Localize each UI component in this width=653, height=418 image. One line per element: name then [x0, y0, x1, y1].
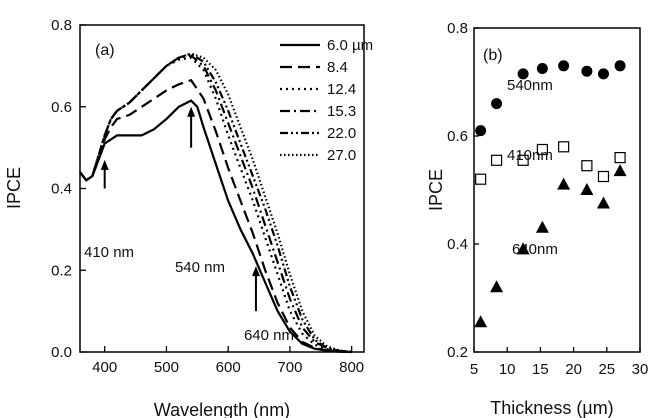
- panel-a-y-axis-title: IPCE: [4, 167, 24, 209]
- panel-b-chart: 5 10 15 20 25 300.20.40.60.8 540nm410nm640nm …: [426, 20, 648, 418]
- series-label-410nm: 410nm: [507, 147, 553, 164]
- panel-b-x-axis-title: Thickness (µm): [490, 398, 613, 418]
- y-tick-label: 0.6: [447, 128, 468, 145]
- data-point-540nm: [491, 98, 503, 110]
- data-point-410nm: [558, 141, 570, 153]
- panel-a-legend: 6.0 µm 8.4 12.4 15.3 22.0 27.0: [280, 37, 373, 164]
- annotation-arrow-head: [251, 266, 260, 277]
- x-tick-label: 15: [532, 361, 549, 378]
- data-point-410nm: [490, 154, 503, 166]
- legend-label-22-0: 22.0: [327, 125, 356, 142]
- data-point-640nm: [596, 196, 610, 209]
- y-tick-label: 0.8: [447, 20, 468, 37]
- data-point-410nm: [475, 173, 487, 185]
- data-point-540nm: [614, 60, 626, 72]
- data-point-540nm: [536, 63, 548, 74]
- x-tick-label: 400: [92, 359, 117, 376]
- data-point-540nm: [581, 65, 593, 77]
- x-tick-label: 700: [277, 359, 302, 376]
- x-tick-label: 20: [565, 361, 582, 378]
- panel-b-points: [474, 60, 627, 328]
- y-tick-label: 0.2: [51, 262, 72, 279]
- annotation-arrow-head: [100, 159, 109, 170]
- series-label-640nm: 640nm: [512, 241, 558, 258]
- data-point-540nm: [475, 125, 487, 137]
- legend-label-6-0-m: 6.0 µm: [327, 37, 373, 54]
- series-line-15-3: [79, 54, 352, 354]
- data-point-640nm: [535, 220, 549, 233]
- data-point-410nm: [581, 160, 593, 172]
- x-tick-label: 500: [154, 359, 179, 376]
- y-tick-label: 0.8: [51, 17, 72, 34]
- y-tick-label: 0.2: [447, 344, 468, 361]
- data-point-540nm: [558, 60, 570, 72]
- data-point-540nm: [517, 68, 529, 80]
- legend-label-8-4: 8.4: [327, 59, 348, 76]
- panel-a-x-axis-title: Wavelength (nm): [154, 400, 290, 418]
- x-tick-label: 25: [598, 361, 615, 378]
- x-tick-label: 30: [632, 361, 649, 378]
- data-point-640nm: [516, 242, 530, 255]
- data-point-410nm: [597, 170, 610, 183]
- x-tick-label: 5: [470, 361, 478, 378]
- data-point-410nm: [614, 152, 626, 164]
- series-line-27-0: [79, 52, 352, 354]
- data-point-640nm: [613, 164, 627, 177]
- panel-b-ticks: 5 10 15 20 25 30 0.2 0.4 0.6 0.8: [447, 20, 648, 378]
- annotation-arrow-head: [187, 106, 196, 117]
- series-line-6-0-m: [79, 99, 352, 354]
- panel-a-chart: 400 500 600 700 800 0.0 0.2 0.4 0.6 0.8 6.0 µm 8.4…: [4, 17, 373, 418]
- series-line-12-4: [79, 56, 352, 354]
- legend-label-12-4: 12.4: [327, 81, 356, 98]
- panel-a-frame: [79, 24, 365, 353]
- annotation-label-540-nm: 540 nm: [175, 259, 225, 276]
- data-point-640nm: [490, 280, 504, 293]
- panel-a-annotations: 410 nm 540 nm 640 nm: [84, 106, 294, 344]
- y-tick-label: 0.6: [51, 99, 72, 116]
- x-tick-label: 600: [216, 359, 241, 376]
- x-tick-label: 10: [499, 361, 516, 378]
- legend-label-27-0: 27.0: [327, 147, 356, 164]
- y-tick-label: 0.0: [51, 344, 72, 361]
- panel-a-ticks: 400 500 600 700 800 0.0 0.2 0.4 0.6 0.8: [51, 17, 364, 376]
- series-label-540nm: 540nm: [507, 77, 553, 94]
- annotation-label-640-nm: 640 nm: [244, 327, 294, 344]
- y-tick-label: 0.4: [51, 181, 72, 198]
- panel-b-label: (b): [483, 47, 503, 64]
- annotation-label-410-nm: 410 nm: [84, 244, 134, 261]
- data-point-410nm: [517, 154, 529, 166]
- y-tick-label: 0.4: [447, 236, 468, 253]
- panel-b-frame: [473, 27, 641, 353]
- panel-b-y-axis-title: IPCE: [426, 169, 446, 211]
- legend-label-15-3: 15.3: [327, 103, 356, 120]
- data-point-640nm: [557, 177, 571, 190]
- x-tick-label: 800: [339, 359, 364, 376]
- data-point-410nm: [536, 143, 548, 156]
- data-point-540nm: [597, 68, 609, 80]
- panel-a-series: [79, 52, 352, 354]
- data-point-640nm: [580, 183, 594, 195]
- series-line-8-4: [79, 78, 352, 354]
- data-point-640nm: [474, 315, 488, 328]
- series-line-22-0: [79, 52, 352, 354]
- panel-a-label: (a): [95, 42, 115, 59]
- panel-b-series-labels: 540nm 410nm 640nm: [507, 77, 558, 258]
